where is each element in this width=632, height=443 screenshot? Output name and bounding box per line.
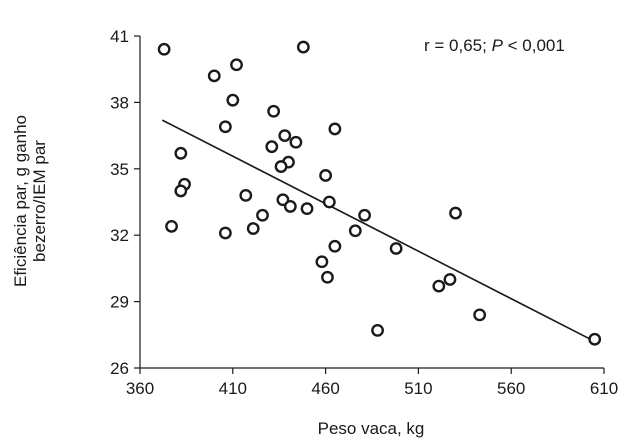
- data-point: [358, 208, 371, 222]
- data-point: [174, 184, 188, 198]
- data-point: [218, 120, 232, 134]
- data-point: [348, 224, 362, 238]
- annotation-prefix: r = 0,65;: [424, 36, 492, 55]
- y-axis-title: Eficiência par, g ganho bezerro/IEM par: [11, 115, 49, 287]
- correlation-annotation: r = 0,65; P < 0,001: [424, 36, 565, 55]
- y-axis-title-line-2: bezerro/IEM par: [30, 140, 49, 262]
- y-tick-label: 38: [110, 93, 129, 112]
- data-point: [588, 332, 602, 346]
- data-point: [165, 219, 178, 233]
- annotation-italic: P: [492, 36, 504, 55]
- y-ticks: 26 29 32 35 38 41: [110, 27, 140, 378]
- data-point: [274, 160, 288, 173]
- data-point: [371, 323, 384, 337]
- data-point: [328, 122, 342, 136]
- data-point: [174, 146, 188, 160]
- data-point: [283, 200, 297, 213]
- data-point: [157, 42, 171, 56]
- y-tick-label: 29: [110, 293, 129, 312]
- trendline-group: [161, 119, 596, 343]
- data-point: [256, 208, 269, 222]
- data-points: [157, 40, 602, 346]
- data-point: [267, 104, 281, 118]
- data-point: [315, 255, 329, 269]
- x-tick-label: 360: [126, 379, 154, 398]
- data-point: [319, 169, 332, 182]
- y-tick-label: 35: [110, 160, 129, 179]
- data-point: [246, 222, 260, 235]
- data-point: [226, 93, 240, 107]
- data-point: [265, 140, 279, 154]
- y-tick-label: 26: [110, 359, 129, 378]
- x-tick-label: 410: [219, 379, 247, 398]
- x-ticks: 360 410 460 510 560 610: [126, 368, 618, 398]
- data-point: [300, 202, 314, 216]
- data-point: [389, 242, 403, 255]
- data-point: [321, 270, 334, 284]
- y-tick-label: 41: [110, 27, 129, 46]
- trendline: [161, 119, 596, 343]
- axes: [139, 36, 604, 369]
- data-point: [432, 279, 446, 293]
- y-axis-title-line-1: Eficiência par, g ganho: [11, 115, 30, 287]
- x-tick-label: 610: [590, 379, 618, 398]
- data-point: [473, 308, 487, 322]
- data-point: [239, 188, 253, 202]
- data-point: [328, 239, 342, 253]
- data-point: [218, 226, 232, 240]
- data-point: [230, 58, 243, 72]
- x-tick-label: 460: [311, 379, 339, 398]
- data-point: [322, 195, 336, 209]
- data-point: [207, 69, 221, 83]
- data-point: [296, 40, 310, 54]
- data-point: [289, 135, 303, 149]
- data-point: [449, 206, 462, 220]
- x-tick-label: 510: [404, 379, 432, 398]
- y-tick-label: 32: [110, 226, 129, 245]
- x-axis-title: Peso vaca, kg: [318, 419, 425, 438]
- x-tick-label: 560: [497, 379, 525, 398]
- data-point: [278, 129, 292, 143]
- data-point: [443, 273, 457, 286]
- annotation-suffix: < 0,001: [503, 36, 565, 55]
